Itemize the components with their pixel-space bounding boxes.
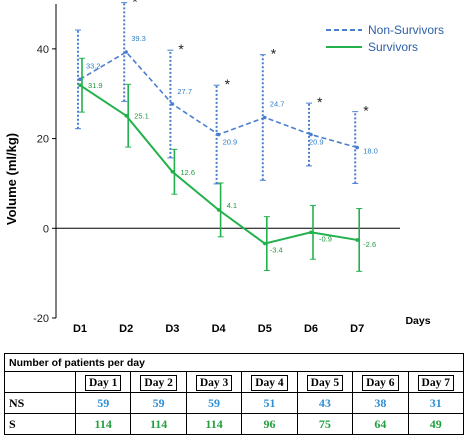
- significance-asterisk: *: [271, 46, 277, 62]
- data-point: [170, 169, 175, 174]
- x-axis-label: Days: [405, 315, 430, 327]
- table-header-day4: Day 4: [251, 375, 288, 391]
- data-point: [355, 145, 360, 150]
- table-header-day3: Day 3: [195, 375, 233, 391]
- x-tick-label: D1: [73, 323, 87, 335]
- x-tick-label: D5: [258, 323, 272, 335]
- data-label: 31.9: [88, 81, 103, 90]
- x-tick-label: D4: [212, 323, 227, 335]
- table-cell: 59: [185, 392, 243, 414]
- table-cell: 64: [352, 413, 409, 435]
- line-chart: 40 20 0 -20 Volume (ml/kg) D1 D2 D3 D4 D5 D6 D7 Days…: [4, 0, 444, 335]
- series-layer: [75, 2, 363, 272]
- table-header-day2: Day 2: [140, 375, 177, 391]
- data-label: -0.9: [319, 234, 332, 243]
- data-label: 4.1: [227, 201, 237, 210]
- data-label: 20.9: [309, 138, 324, 147]
- data-label: 18.0: [363, 147, 378, 156]
- data-label: 27.7: [177, 87, 192, 96]
- series-non-survivors: [75, 2, 360, 185]
- significance-asterisk: *: [317, 94, 323, 110]
- data-label: 33.2: [86, 61, 101, 70]
- data-point: [355, 238, 360, 242]
- table-header-day7: Day 7: [417, 375, 454, 391]
- data-label: 20.9: [223, 138, 238, 147]
- labels-layer: 33.2 39.3 27.7 20.9 24.7 20.9 18.0 31.9 25.1 12.6…: [86, 0, 378, 255]
- data-label: 12.6: [180, 168, 195, 177]
- y-tick-label: 40: [37, 44, 49, 56]
- x-tick-label: D2: [119, 323, 133, 335]
- table-cell: 51: [241, 392, 298, 414]
- table-header-day6: Day 6: [362, 375, 399, 391]
- table-cell: 49: [407, 413, 465, 435]
- table-cell: 31: [407, 392, 465, 414]
- table-cell: 114: [185, 413, 243, 435]
- table-corner: [4, 371, 76, 393]
- data-label: 24.7: [270, 99, 285, 108]
- data-point: [309, 230, 313, 235]
- data-point: [263, 241, 267, 246]
- x-tick-label: D3: [165, 323, 179, 335]
- series-line: [79, 84, 358, 245]
- significance-asterisk: *: [178, 41, 184, 57]
- x-tick-label: D6: [304, 323, 318, 335]
- legend-label: Non-Survivors: [368, 23, 444, 37]
- chart-axes: 40 20 0 -20 Volume (ml/kg) D1 D2 D3 D4 D5 D6 D7 Days: [4, 4, 431, 335]
- table-header-day5: Day 5: [306, 375, 344, 391]
- data-label: 25.1: [134, 112, 149, 121]
- data-label: 39.3: [131, 34, 146, 43]
- table-cell: 75: [296, 413, 354, 435]
- y-tick-label: 20: [37, 134, 49, 146]
- data-point: [216, 208, 221, 212]
- y-tick-label: 0: [43, 223, 49, 235]
- significance-asterisk: *: [363, 103, 369, 119]
- table-header-row: Day 1 Day 2 Day 3 Day 4 Day 5 Day 6 Day …: [4, 371, 465, 393]
- table-cell: 96: [241, 413, 298, 435]
- patients-table: Number of patients per day Day 1 Day 2 D…: [4, 353, 465, 435]
- table-cell: 59: [130, 392, 187, 414]
- data-point: [78, 77, 82, 82]
- table-cell: 59: [74, 392, 132, 414]
- legend-label: Survivors: [368, 40, 418, 54]
- data-point: [124, 113, 128, 118]
- data-point: [309, 132, 313, 137]
- row-label-s: S: [4, 413, 76, 435]
- series-survivors: [78, 57, 363, 272]
- row-label-ns: NS: [4, 392, 76, 414]
- data-point: [78, 83, 82, 87]
- table-row-s: S 114 114 114 96 75 64 49: [4, 413, 465, 435]
- significance-asterisk: *: [132, 0, 138, 10]
- table-row-ns: NS 59 59 59 51 43 38 31: [4, 392, 465, 414]
- x-tick-label: D7: [350, 323, 364, 335]
- data-point: [124, 50, 128, 54]
- data-point: [216, 132, 221, 137]
- data-point: [263, 115, 267, 120]
- table-cell: 43: [296, 392, 354, 414]
- legend: Non-Survivors Survivors: [326, 23, 444, 54]
- table-header-day1: Day 1: [84, 375, 122, 391]
- y-tick-label: -20: [33, 313, 49, 325]
- table-cell: 114: [74, 413, 132, 435]
- data-point: [170, 102, 175, 106]
- significance-asterisk: *: [225, 76, 231, 92]
- y-axis-label: Volume (ml/kg): [4, 133, 19, 225]
- table-cell: 38: [352, 392, 409, 414]
- table-title: Number of patients per day: [4, 353, 464, 372]
- table-cell: 114: [130, 413, 187, 435]
- data-label: -3.4: [270, 246, 283, 255]
- data-label: -2.6: [363, 240, 376, 249]
